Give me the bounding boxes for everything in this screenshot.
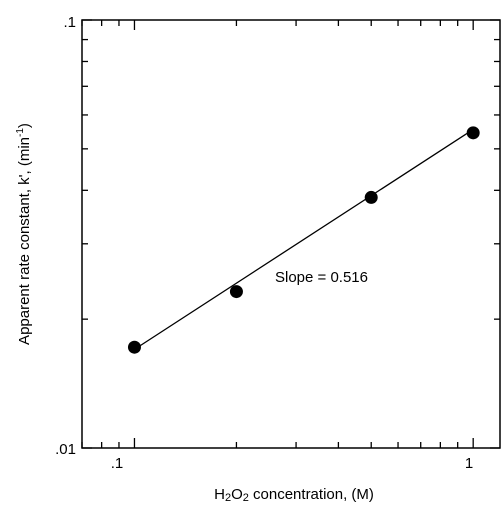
fit-line-group (134, 128, 474, 350)
data-point-3 (364, 190, 378, 204)
x-tick-label-left: .1 (111, 455, 124, 472)
y-tick-label-top: .1 (63, 14, 76, 31)
y-tick-label-bottom: .01 (55, 441, 76, 458)
x-axis-label: H2O2 concentration, (M) (214, 486, 374, 504)
fit-line (134, 128, 474, 350)
data-point-1 (127, 340, 141, 354)
data-point-4 (466, 126, 480, 140)
data-point-2 (229, 285, 243, 299)
data-points (127, 126, 480, 354)
axis-ticks (81, 19, 500, 449)
y-axis-label: Apparent rate constant, k', (min-1) (15, 123, 33, 345)
x-tick-label-right: 1 (465, 455, 473, 472)
plot-frame (81, 19, 501, 449)
slope-annotation: Slope = 0.516 (275, 269, 368, 286)
